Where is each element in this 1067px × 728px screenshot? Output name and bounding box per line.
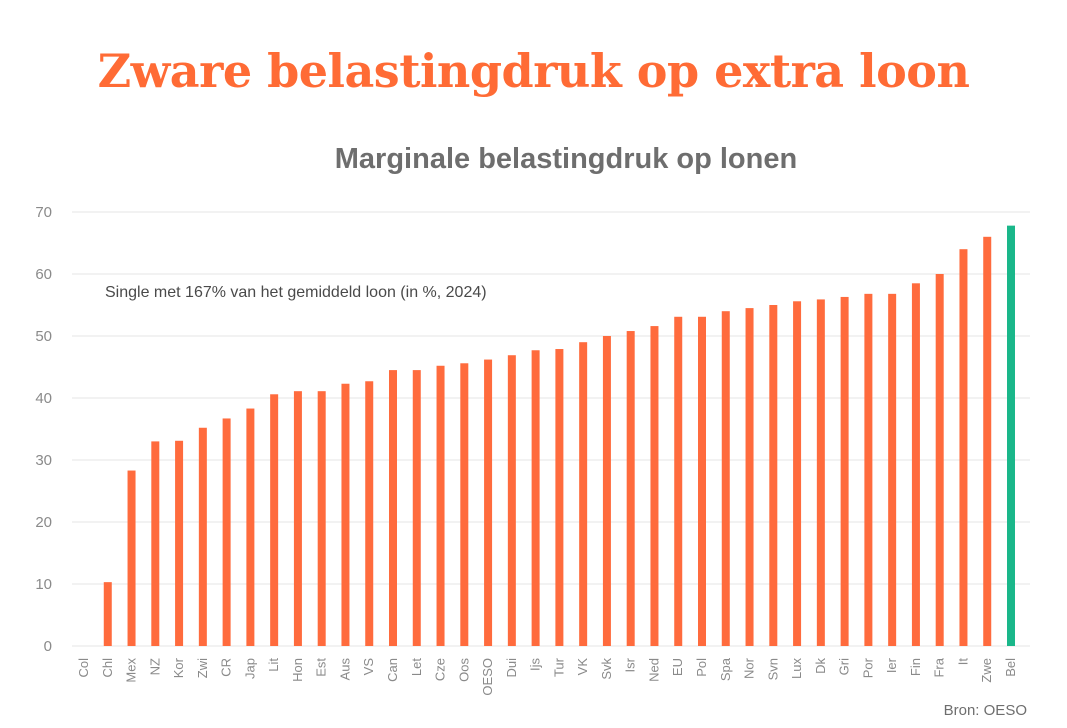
bars xyxy=(103,225,1015,647)
x-tick-label: Cze xyxy=(433,658,448,681)
bar-nor xyxy=(745,308,754,646)
x-tick-label: Tur xyxy=(551,657,566,677)
x-tick-label: Aus xyxy=(337,658,352,681)
headline: Zware belastingdruk op extra loon xyxy=(97,44,970,98)
bar-eu xyxy=(674,316,683,646)
y-tick-label: 0 xyxy=(44,638,52,655)
bar-zwi xyxy=(198,427,207,646)
x-tick-label: Let xyxy=(409,658,424,676)
bar-dui xyxy=(507,355,516,646)
x-tick-label: Svk xyxy=(599,658,614,680)
x-tick-label: Zwe xyxy=(979,658,994,683)
bar-mex xyxy=(127,470,136,646)
bar-vk xyxy=(579,342,588,646)
y-axis-ticks: 0 10 20 30 40 50 60 70 xyxy=(35,204,52,655)
bar-kor xyxy=(175,440,184,646)
bar-lux xyxy=(793,301,802,646)
bar-ijs xyxy=(531,350,540,646)
bar-bel xyxy=(1007,225,1015,646)
bar-ned xyxy=(650,326,659,646)
bar-let xyxy=(412,370,421,646)
x-tick-label: Can xyxy=(385,658,400,682)
x-tick-label: Zwi xyxy=(195,658,210,678)
x-tick-label: Svn xyxy=(765,658,780,680)
x-tick-label: Por xyxy=(860,657,875,678)
y-tick-label: 40 xyxy=(35,390,52,407)
bar-fra xyxy=(935,274,944,646)
x-axis-labels: Col Chl Mex NZ Kor Zwi CR Jap Lit Hon Est Aus VS Can L… xyxy=(76,657,1018,695)
bar-oos xyxy=(460,363,469,646)
x-tick-label: VS xyxy=(361,658,376,676)
chart-annotation: Single met 167% van het gemiddeld loon (… xyxy=(105,284,487,301)
x-tick-label: Dui xyxy=(504,658,519,678)
bar-it xyxy=(959,249,968,646)
x-tick-label: EU xyxy=(670,658,685,676)
x-tick-label: Pol xyxy=(694,658,709,677)
bar-por xyxy=(864,293,873,646)
bar-cr xyxy=(222,418,231,646)
bar-aus xyxy=(341,383,350,646)
bar-zwe xyxy=(983,236,992,647)
x-tick-label: Isr xyxy=(623,657,638,672)
x-tick-label: Chl xyxy=(100,658,115,678)
x-tick-label: Fin xyxy=(908,658,923,676)
bar-ier xyxy=(888,293,897,646)
x-tick-label: Kor xyxy=(171,657,186,678)
y-tick-label: 20 xyxy=(35,514,52,531)
source-note: Bron: OESO xyxy=(943,702,1027,719)
x-tick-label: OESO xyxy=(480,658,495,696)
bar-est xyxy=(317,391,326,646)
x-tick-label: Est xyxy=(314,658,329,677)
bar-isr xyxy=(626,331,635,646)
bar-chl xyxy=(103,582,112,646)
bar-spa xyxy=(721,311,730,646)
x-tick-label: VK xyxy=(575,658,590,676)
bar-lit xyxy=(270,394,279,646)
bar-tur xyxy=(555,349,564,646)
x-tick-label: Ijs xyxy=(528,658,543,672)
x-tick-label: Lit xyxy=(266,658,281,672)
x-tick-label: CR xyxy=(219,658,234,677)
y-tick-label: 10 xyxy=(35,576,52,593)
bar-oeso xyxy=(484,359,493,646)
y-tick-label: 50 xyxy=(35,328,52,345)
bar-jap xyxy=(246,408,255,646)
x-tick-label: Dk xyxy=(813,658,828,674)
y-tick-label: 70 xyxy=(35,204,52,221)
x-tick-label: Nor xyxy=(742,657,757,679)
bar-dk xyxy=(816,299,825,646)
x-tick-label: Col xyxy=(76,658,91,678)
bar-svk xyxy=(602,336,611,646)
grid-lines xyxy=(72,211,1030,647)
bar-nz xyxy=(151,441,160,646)
x-tick-label: It xyxy=(955,658,970,666)
bar-svn xyxy=(769,305,778,646)
bar-can xyxy=(389,370,397,646)
x-tick-label: Mex xyxy=(124,658,139,683)
bar-hon xyxy=(293,391,302,646)
x-tick-label: Bel xyxy=(1003,658,1018,677)
x-tick-label: Hon xyxy=(290,658,305,682)
bar-vs xyxy=(365,381,374,646)
bar-gri xyxy=(840,296,849,646)
bar-pol xyxy=(698,316,706,646)
bar-fin xyxy=(911,283,920,646)
bar-cze xyxy=(436,365,445,646)
x-tick-label: Gri xyxy=(837,658,852,675)
x-tick-label: NZ xyxy=(147,658,162,675)
y-tick-label: 30 xyxy=(35,452,52,469)
y-tick-label: 60 xyxy=(35,266,52,283)
x-tick-label: Fra xyxy=(932,657,947,677)
x-tick-label: Ier xyxy=(884,657,899,673)
x-tick-label: Oos xyxy=(456,658,471,682)
chart-title: Marginale belastingdruk op lonen xyxy=(334,143,798,175)
x-tick-label: Jap xyxy=(242,658,257,679)
x-tick-label: Lux xyxy=(789,658,804,679)
x-tick-label: Spa xyxy=(718,657,733,681)
x-tick-label: Ned xyxy=(646,658,661,682)
